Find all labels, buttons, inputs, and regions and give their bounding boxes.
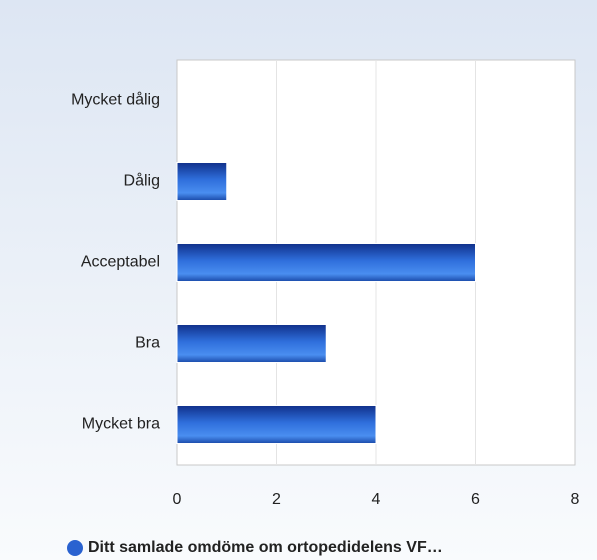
bar: [176, 162, 228, 201]
bar: [176, 405, 377, 444]
y-tick-label: Mycket dålig: [71, 91, 160, 109]
x-tick-label: 6: [471, 491, 480, 508]
bar: [176, 243, 476, 282]
y-tick-label: Acceptabel: [81, 254, 160, 271]
x-tick-label: 4: [372, 491, 381, 508]
legend-label: Ditt samlade omdöme om ortopedidelens VF…: [88, 539, 443, 556]
x-tick-label: 0: [173, 491, 182, 508]
y-tick-label: Mycket bra: [82, 416, 160, 433]
x-tick-label: 8: [571, 491, 580, 508]
y-tick-label: Dålig: [124, 172, 160, 190]
x-tick-label: 2: [272, 491, 281, 508]
bar: [176, 324, 327, 363]
legend-marker: [67, 540, 83, 556]
y-tick-label: Bra: [135, 335, 160, 352]
